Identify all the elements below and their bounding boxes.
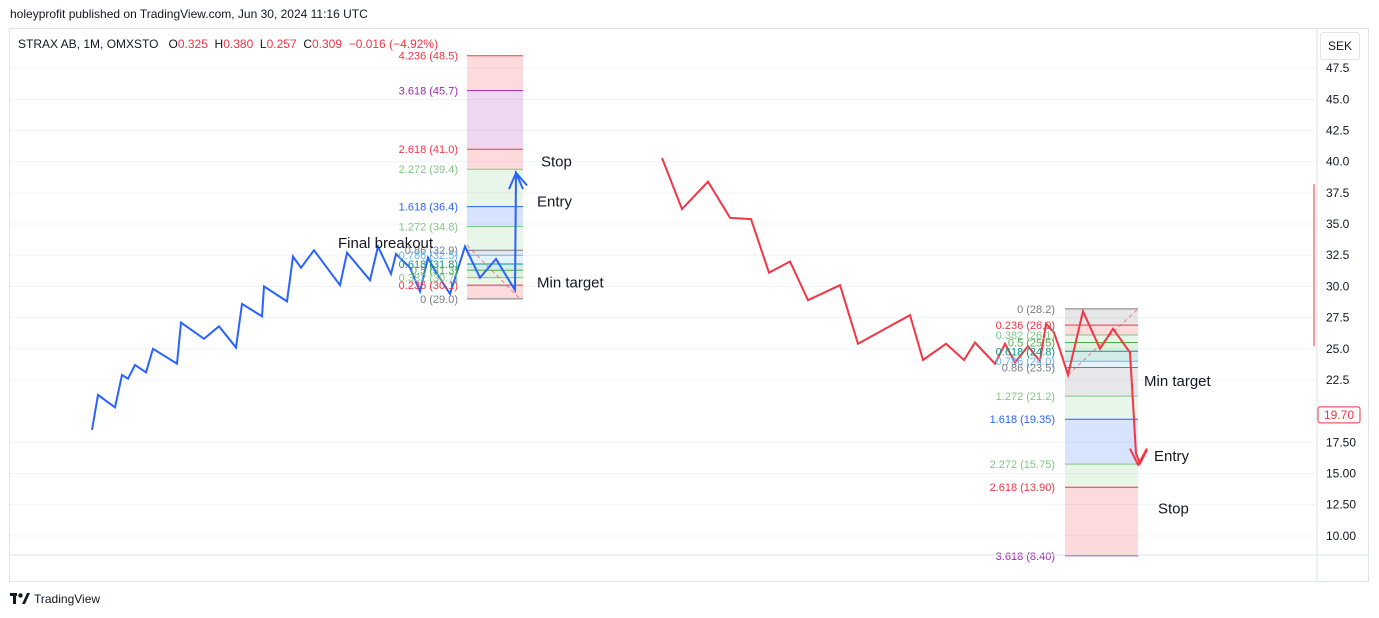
red-fib-zone — [1065, 487, 1138, 556]
blue-fib-level-label: 0.618 (31.8) — [399, 259, 458, 271]
red-fib-zone — [1065, 396, 1138, 420]
footer-brand[interactable]: TradingView — [10, 592, 100, 606]
y-tick-label: 30.0 — [1326, 279, 1350, 293]
blue-fib-zone — [467, 263, 523, 271]
blue-fib-zone — [467, 270, 523, 278]
red-fib-level-label: 0.236 (26.9) — [996, 320, 1055, 332]
currency-button[interactable]: SEK — [1320, 32, 1360, 60]
blue-fib-zone — [467, 90, 523, 150]
red-fib-zone — [1065, 361, 1138, 368]
y-tick-label: 40.0 — [1326, 155, 1350, 169]
red-fib-level-label: 2.272 (15.75) — [990, 459, 1055, 471]
red-fib-level-label: 0.618 (24.8) — [996, 346, 1055, 358]
blue-fib-level-label: 4.236 (48.5) — [399, 51, 458, 63]
open-label: O — [168, 37, 178, 51]
y-tick-label: 37.5 — [1326, 186, 1350, 200]
red-path-line — [661, 157, 1148, 466]
blue-fib-level-label: 1.272 (34.8) — [399, 222, 458, 234]
y-tick-label: 35.0 — [1326, 217, 1350, 231]
red-fib-level-label: 0.86 (23.5) — [1002, 362, 1055, 374]
y-tick-label: 27.5 — [1326, 311, 1350, 325]
blue-fib-trendline — [466, 244, 521, 300]
blue-fib-zone — [467, 149, 523, 170]
blue-fib-level-label: 2.618 (41.0) — [399, 144, 458, 156]
current-price-tag-label: 19.70 — [1324, 408, 1354, 422]
high-value: 0.380 — [223, 37, 254, 51]
y-tick-label: 15.00 — [1326, 466, 1356, 480]
annotation-label: Stop — [1158, 500, 1189, 517]
y-tick-label: 17.50 — [1326, 435, 1356, 449]
blue-fib-level-label: 1.618 (36.4) — [399, 202, 458, 214]
blue-path-line — [91, 170, 528, 430]
y-tick-label: 22.5 — [1326, 373, 1350, 387]
change-value: −0.016 (−4.92%) — [348, 37, 439, 51]
blue-fib-zone — [467, 55, 523, 91]
blue-fib-zone — [467, 169, 523, 207]
low-value: 0.257 — [266, 37, 297, 51]
y-tick-label: 12.50 — [1326, 498, 1356, 512]
y-tick-label: 32.5 — [1326, 248, 1350, 262]
red-fib-level-label: 1.272 (21.2) — [996, 391, 1055, 403]
open-value: 0.325 — [177, 37, 208, 51]
footer-brand-label: TradingView — [34, 592, 101, 606]
symbol-legend: STRAX AB, 1M, OMXSTO O0.325 H0.380 L0.25… — [18, 37, 438, 51]
red-fib-zone — [1065, 351, 1138, 362]
blue-fib-level-label: 0.382 (30.7) — [399, 273, 458, 285]
red-fib-level-label: 1.618 (19.35) — [990, 414, 1055, 426]
blue-fib-zone — [467, 206, 523, 227]
tradingview-logo-icon — [10, 593, 30, 604]
red-fib-zone — [1065, 464, 1138, 488]
y-tick-label: 10.00 — [1326, 529, 1356, 543]
red-fib-level-label: 0.5 (25.5) — [1008, 338, 1055, 350]
red-arrowhead — [1129, 448, 1148, 467]
blue-fib-level-label: 0.236 (30.1) — [399, 280, 458, 292]
blue-fib-zone — [467, 285, 523, 299]
publisher-line: holeyprofit published on TradingView.com… — [10, 7, 368, 21]
blue-fib-level-label: 3.618 (45.7) — [399, 86, 458, 98]
red-fib-level-label: 2.618 (13.90) — [990, 482, 1055, 494]
blue-arrowhead — [508, 170, 524, 190]
red-fib-trendline — [1067, 308, 1139, 376]
close-value: 0.309 — [311, 37, 343, 51]
red-fib-zone — [1065, 325, 1138, 336]
blue-fib-level-label: 2.272 (39.4) — [399, 164, 458, 176]
red-fib-level-label: 0.382 (26.1) — [996, 330, 1055, 342]
y-tick-label: 42.5 — [1326, 124, 1350, 138]
red-fib-level-label: 0.786 (24.0) — [996, 356, 1055, 368]
blue-fib-level-label: 0.786 (32.5) — [399, 250, 458, 262]
red-fib-level-label: 0 (28.2) — [1017, 304, 1055, 316]
annotation-label: Stop — [541, 154, 572, 171]
symbol-name: STRAX AB, 1M, OMXSTO — [18, 37, 159, 51]
annotation-label: Min target — [537, 275, 605, 292]
blue-fib-level-label: 0 (29.0) — [420, 294, 458, 306]
red-fib-zone — [1065, 308, 1138, 326]
blue-fib-level-label: 0.86 (32.9) — [405, 245, 458, 257]
blue-fib-zone — [467, 250, 523, 256]
close-label: C — [303, 37, 312, 51]
annotation-label: Entry — [1154, 448, 1190, 465]
chart-frame — [9, 28, 1369, 582]
low-label: L — [259, 37, 267, 51]
y-tick-label: 47.5 — [1326, 61, 1350, 75]
red-fib-level-label: 3.618 (8.40) — [996, 551, 1055, 563]
annotation-label: Entry — [537, 194, 573, 211]
y-tick-label: 45.0 — [1326, 92, 1350, 106]
blue-fib-zone — [467, 277, 523, 286]
annotation-label: Min target — [1144, 373, 1212, 390]
high-label: H — [214, 37, 224, 51]
current-price-tag — [1317, 406, 1361, 424]
red-fib-zone — [1065, 335, 1138, 343]
red-fib-zone — [1065, 419, 1138, 465]
blue-fib-level-label: 0.5 (31.3) — [411, 265, 458, 277]
y-tick-label: 25.0 — [1326, 342, 1350, 356]
red-fib-zone — [1065, 367, 1138, 397]
blue-fib-zone — [467, 226, 523, 251]
annotation-label: Final breakout — [338, 235, 434, 252]
